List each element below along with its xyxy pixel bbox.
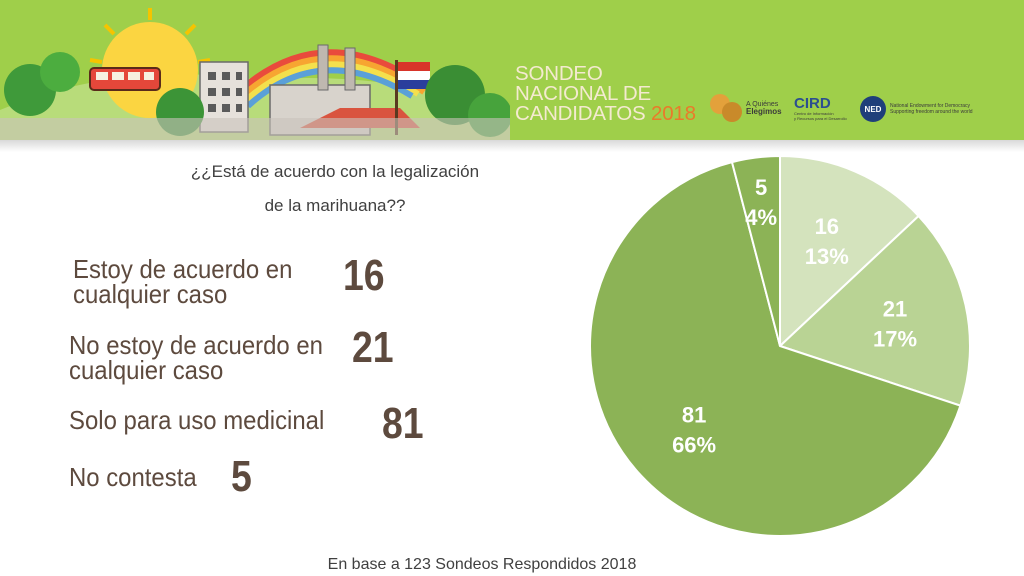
cird-logo-mark: CIRD xyxy=(794,95,831,112)
sondeo-title: SONDEO NACIONAL DE CANDIDATOS 2018 xyxy=(515,62,696,125)
pie-slice-16 xyxy=(779,154,920,349)
pie-slice-5 xyxy=(730,154,781,347)
slice-value-label: 81 xyxy=(682,403,706,428)
response-agree-any-case: Estoy de acuerdo en cualquier caso xyxy=(73,254,312,309)
cird-logo: CIRD Centro de Información y Recursos pa… xyxy=(794,96,847,121)
response-value-agree: 16 xyxy=(343,251,385,300)
response-label-line-2: cualquier caso xyxy=(69,355,224,385)
slice-percent-label: 66% xyxy=(672,433,716,458)
city-illustration xyxy=(0,8,510,140)
response-value-disagree: 21 xyxy=(352,323,394,372)
title-line-3: CANDIDATOS xyxy=(515,102,646,125)
ned-logo-mark: NED xyxy=(860,96,886,122)
pie-chart: 16 13% 21 17% 81 66% 5 4% xyxy=(589,154,971,537)
question-line-1: ¿¿Está de acuerdo con la legalización xyxy=(190,162,480,181)
pie-slice-81 xyxy=(589,160,962,537)
ned-logo-line-3: Supporting freedom around the world xyxy=(890,109,973,115)
response-disagree-any-case: No estoy de acuerdo en cualquier caso xyxy=(69,330,345,385)
banner-shadow xyxy=(0,140,1024,152)
cird-logo-line-2: Centro de Información xyxy=(794,111,834,116)
title-line-1: SONDEO xyxy=(515,62,603,85)
title-year: 2018 xyxy=(651,102,696,125)
a-quienes-elegimos-icon xyxy=(710,94,742,122)
question-line-2: de la marihuana?? xyxy=(264,196,406,215)
response-value-medicinal: 81 xyxy=(382,399,424,448)
response-value-no-answer: 5 xyxy=(231,452,252,501)
response-label-line-1: No estoy de acuerdo en xyxy=(69,330,323,360)
aqe-logo-line-1: A Quiénes xyxy=(746,101,779,108)
ned-logo: NED National Endowment for Democracy Sup… xyxy=(860,96,973,122)
response-label-line-1: No contesta xyxy=(69,462,197,492)
ned-logo-line-2: National Endowment for Democracy xyxy=(890,103,971,109)
survey-question: ¿¿Está de acuerdo con la legalización de… xyxy=(140,155,530,223)
response-label-line-1: Solo para uso medicinal xyxy=(69,405,325,435)
slice-value-label: 16 xyxy=(815,214,839,239)
title-line-2: NACIONAL DE xyxy=(515,82,652,105)
slice-percent-label: 4% xyxy=(745,205,777,230)
response-no-answer: No contesta xyxy=(69,462,208,492)
a-quienes-elegimos-logo: A Quiénes Elegimos xyxy=(708,90,782,126)
slice-percent-label: 13% xyxy=(805,244,849,269)
slice-value-label: 21 xyxy=(883,297,907,322)
cird-logo-line-3: y Recursos para el Desarrollo xyxy=(794,116,847,121)
response-label-line-2: cualquier caso xyxy=(73,279,228,309)
response-medicinal-only: Solo para uso medicinal xyxy=(69,405,347,435)
slice-value-label: 5 xyxy=(755,175,767,200)
pie-slice-21 xyxy=(778,214,971,407)
footer-note: En base a 123 Sondeos Respondidos 2018 xyxy=(327,556,637,573)
header-banner: SONDEO NACIONAL DE CANDIDATOS 2018 A Qui… xyxy=(0,0,1024,140)
response-label-line-1: Estoy de acuerdo en xyxy=(73,254,293,284)
aqe-logo-line-2: Elegimos xyxy=(746,107,782,116)
slice-percent-label: 17% xyxy=(873,327,917,352)
